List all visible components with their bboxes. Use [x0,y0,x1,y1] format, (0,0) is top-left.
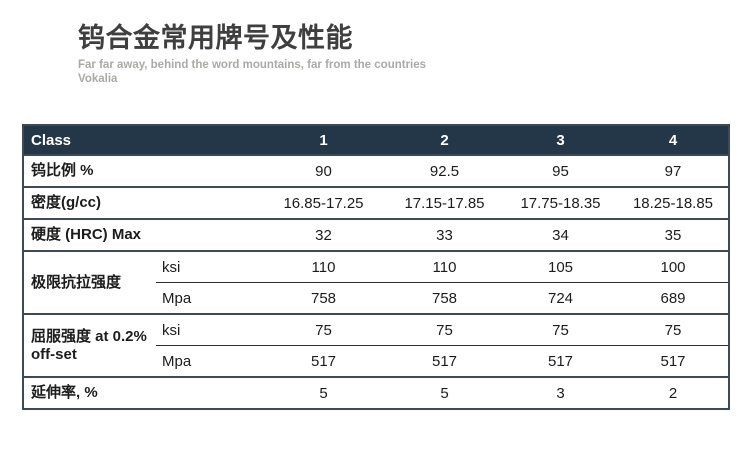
table-header-row: Class 1 2 3 4 [23,125,729,155]
column-header-1: 1 [261,125,386,155]
header-block: 钨合金常用牌号及性能 Far far away, behind the word… [78,22,426,86]
table-row-elongation: 延伸率, % 5 5 3 2 [23,376,729,409]
cell-value: 110 [261,250,386,283]
row-label: 极限抗拉强度 [23,250,156,314]
cell-value: 758 [261,282,386,314]
table-row-yield-strength-mpa: Mpa 517 517 517 517 [23,345,729,377]
row-label: 钨比例 % [23,154,261,187]
cell-value: 758 [386,282,503,314]
cell-value: 32 [261,218,386,251]
cell-value: 92.5 [386,154,503,187]
cell-value: 17.75-18.35 [503,186,618,219]
cell-value: 724 [503,282,618,314]
row-label: 硬度 (HRC) Max [23,218,261,251]
unit-label: ksi [156,250,261,283]
cell-value: 517 [261,345,386,377]
unit-label: Mpa [156,345,261,377]
cell-value: 517 [618,345,729,377]
cell-value: 33 [386,218,503,251]
cell-value: 5 [261,376,386,409]
column-header-class: Class [23,125,261,155]
column-header-3: 3 [503,125,618,155]
cell-value: 97 [618,154,729,187]
cell-value: 689 [618,282,729,314]
row-label: 延伸率, % [23,376,261,409]
cell-value: 110 [386,250,503,283]
cell-value: 17.15-17.85 [386,186,503,219]
cell-value: 34 [503,218,618,251]
table-row-tensile-strength-mpa: Mpa 758 758 724 689 [23,282,729,314]
cell-value: 517 [503,345,618,377]
cell-value: 95 [503,154,618,187]
cell-value: 16.85-17.25 [261,186,386,219]
unit-label: ksi [156,313,261,346]
page-subtitle: Far far away, behind the word mountains,… [78,58,426,86]
page-subtitle-line-1: Far far away, behind the word mountains,… [78,59,427,72]
cell-value: 75 [261,313,386,346]
cell-value: 3 [503,376,618,409]
table-row-tensile-strength-ksi: 极限抗拉强度 ksi 110 110 105 100 [23,250,729,314]
cell-value: 5 [386,376,503,409]
cell-value: 35 [618,218,729,251]
table-row-density: 密度(g/cc) 16.85-17.25 17.15-17.85 17.75-1… [23,186,729,219]
cell-value: 100 [618,250,729,283]
cell-value: 90 [261,154,386,187]
column-header-2: 2 [386,125,503,155]
cell-value: 2 [618,376,729,409]
cell-value: 75 [503,313,618,346]
row-label: 屈服强度 at 0.2% off-set [23,313,156,377]
table-row-yield-strength-ksi: 屈服强度 at 0.2% off-set ksi 75 75 75 75 [23,313,729,377]
cell-value: 75 [618,313,729,346]
page-subtitle-line-2: Vokalia [78,73,118,86]
cell-value: 105 [503,250,618,283]
cell-value: 18.25-18.85 [618,186,729,219]
row-label: 密度(g/cc) [23,186,261,219]
page-title: 钨合金常用牌号及性能 [78,23,353,53]
cell-value: 517 [386,345,503,377]
unit-label: Mpa [156,282,261,314]
table-row-tungsten-ratio: 钨比例 % 90 92.5 95 97 [23,154,729,187]
cell-value: 75 [386,313,503,346]
properties-table: Class 1 2 3 4 钨比例 % 90 92.5 95 97 密度(g/c… [22,124,730,410]
column-header-4: 4 [618,125,729,155]
table-row-hardness: 硬度 (HRC) Max 32 33 34 35 [23,218,729,251]
